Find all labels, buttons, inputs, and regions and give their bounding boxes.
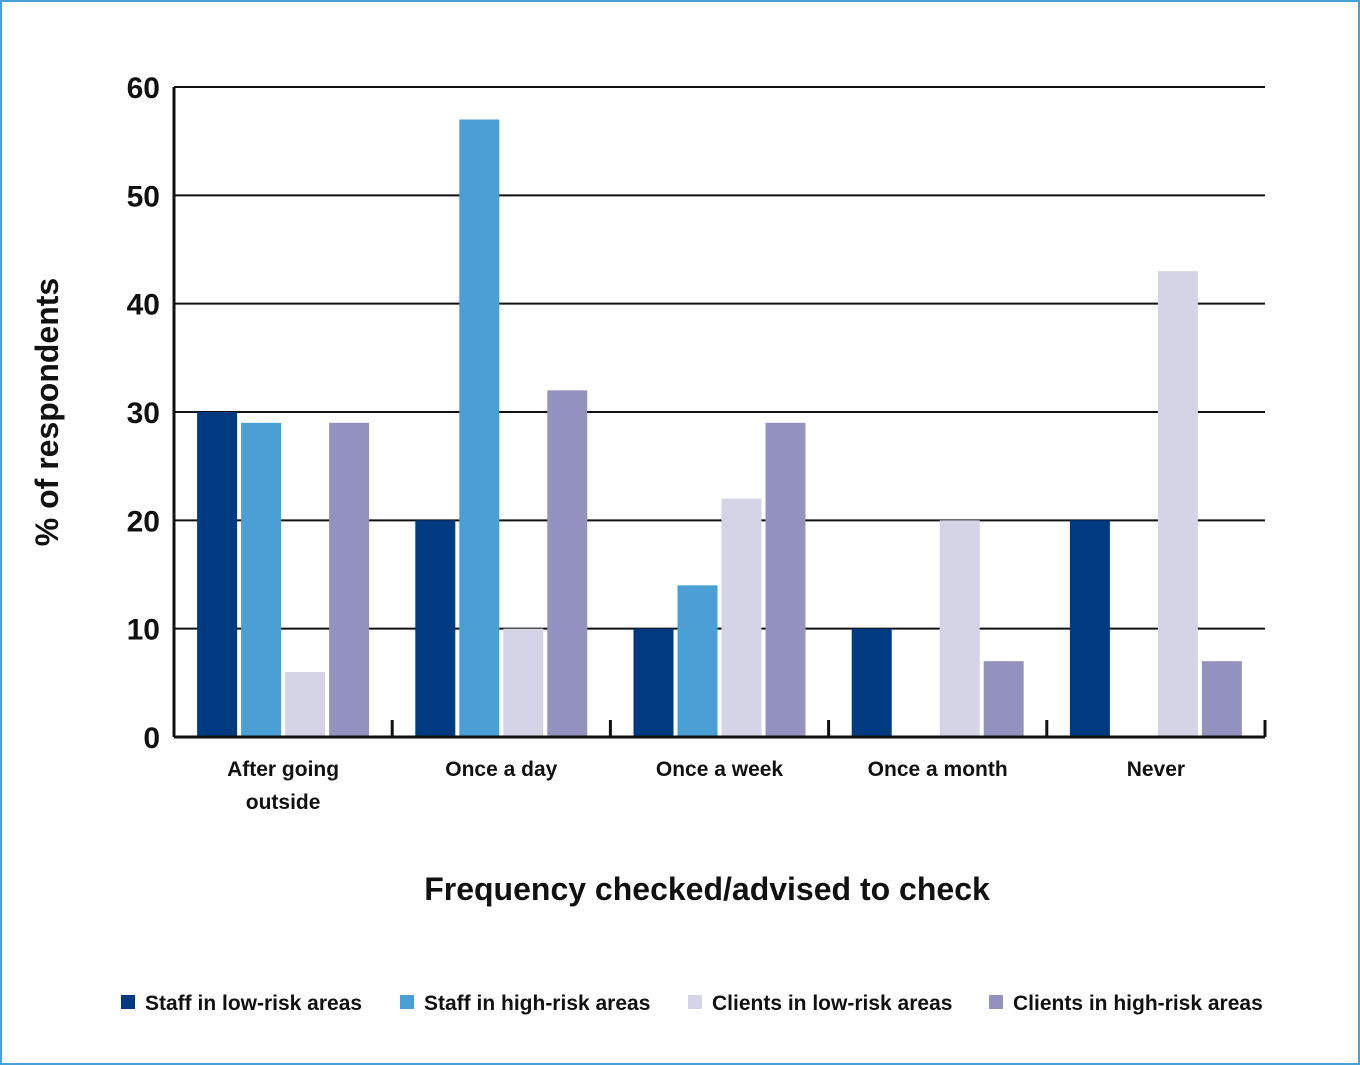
bar [851,628,892,737]
bar [983,661,1024,737]
bar [939,520,980,737]
legend-label: Staff in high-risk areas [424,992,650,1015]
y-tick-label: 30 [127,397,160,430]
x-tick-label: outside [246,791,321,814]
bar [329,422,370,737]
legend-swatch [688,995,702,1009]
y-tick-label: 50 [127,180,160,213]
y-tick-label: 60 [127,72,160,105]
bar [547,390,588,737]
legend-swatch [400,995,414,1009]
y-tick-label: 40 [127,289,160,322]
legend-label: Staff in low-risk areas [145,992,362,1015]
axes [172,87,1267,739]
x-tick-label: After going [227,758,339,781]
y-tick-labels: 0 10 20 30 40 50 60 [127,72,160,755]
x-tick-label: Once a week [656,758,784,781]
bar [721,498,762,737]
legend-swatch [121,995,135,1009]
bar [1201,661,1242,737]
bar [503,628,544,737]
x-axis-title: Frequency checked/advised to check [424,871,990,907]
bar [1157,271,1198,737]
legend: Staff in low-risk areas Staff in high-ris… [121,992,1263,1015]
x-tick-labels: After going outside Once a day Once a week O… [227,758,1185,814]
x-tick-label: Never [1127,758,1185,781]
y-tick-label: 20 [127,505,160,538]
bar [197,412,238,737]
legend-label: Clients in high-risk areas [1013,992,1263,1015]
legend-label: Clients in low-risk areas [712,992,952,1015]
y-tick-label: 0 [143,722,160,755]
y-axis-title: % of respondents [29,278,65,546]
bar [765,422,806,737]
bar [285,672,326,737]
legend-swatch [989,995,1003,1009]
y-tick-label: 10 [127,614,160,647]
bars [197,119,1242,737]
x-tick-label: Once a month [868,758,1008,781]
bar [677,585,718,737]
bar [459,119,500,737]
bar [633,628,674,737]
bar [415,520,456,737]
x-tick-label: Once a day [445,758,557,781]
bar [241,422,282,737]
bar [1069,520,1110,737]
